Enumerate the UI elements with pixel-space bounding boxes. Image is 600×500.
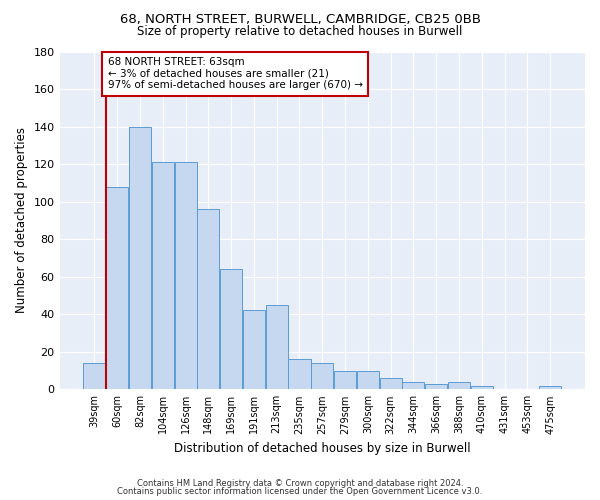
Text: Size of property relative to detached houses in Burwell: Size of property relative to detached ho… xyxy=(137,25,463,38)
Y-axis label: Number of detached properties: Number of detached properties xyxy=(15,128,28,314)
Bar xyxy=(403,382,424,390)
X-axis label: Distribution of detached houses by size in Burwell: Distribution of detached houses by size … xyxy=(174,442,470,455)
Bar xyxy=(175,162,197,390)
Bar xyxy=(334,370,356,390)
Bar xyxy=(152,162,174,390)
Bar xyxy=(311,363,334,390)
Bar xyxy=(289,360,311,390)
Text: 68, NORTH STREET, BURWELL, CAMBRIDGE, CB25 0BB: 68, NORTH STREET, BURWELL, CAMBRIDGE, CB… xyxy=(119,12,481,26)
Text: Contains HM Land Registry data © Crown copyright and database right 2024.: Contains HM Land Registry data © Crown c… xyxy=(137,478,463,488)
Text: 68 NORTH STREET: 63sqm
← 3% of detached houses are smaller (21)
97% of semi-deta: 68 NORTH STREET: 63sqm ← 3% of detached … xyxy=(107,57,362,90)
Bar xyxy=(220,269,242,390)
Bar xyxy=(266,305,288,390)
Bar xyxy=(106,186,128,390)
Bar xyxy=(83,363,106,390)
Text: Contains public sector information licensed under the Open Government Licence v3: Contains public sector information licen… xyxy=(118,488,482,496)
Bar xyxy=(425,384,447,390)
Bar xyxy=(380,378,401,390)
Bar xyxy=(470,386,493,390)
Bar xyxy=(357,370,379,390)
Bar xyxy=(129,126,151,390)
Bar xyxy=(197,209,220,390)
Bar xyxy=(448,382,470,390)
Bar xyxy=(539,386,561,390)
Bar xyxy=(243,310,265,390)
